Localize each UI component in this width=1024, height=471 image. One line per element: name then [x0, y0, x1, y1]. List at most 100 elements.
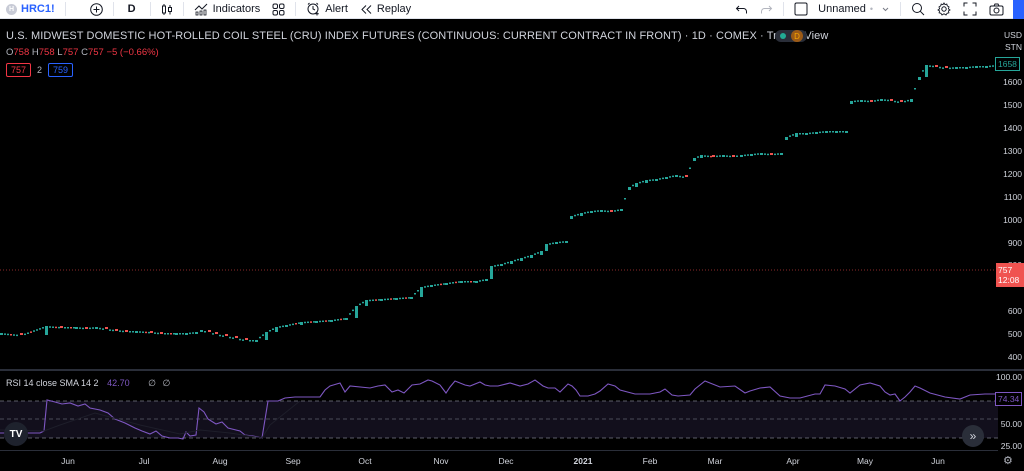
undo-button[interactable]: [729, 0, 754, 19]
alert-icon: [307, 2, 320, 16]
snapshot-button[interactable]: [983, 0, 1010, 19]
rsi-null-value: ∅: [162, 378, 171, 388]
redo-icon: [761, 5, 773, 13]
price-tick-label: 1500: [1003, 100, 1022, 110]
pane-divider[interactable]: [0, 369, 1024, 371]
market-open-dot-icon: [780, 33, 786, 39]
axis-settings-gear-icon[interactable]: ⚙: [1003, 455, 1013, 467]
high-value: 758: [38, 47, 55, 58]
low-label: L: [57, 47, 63, 58]
price-tick-label: 500: [1007, 329, 1022, 339]
templates-icon: [272, 3, 285, 15]
interval-label: D: [127, 3, 136, 15]
price-tick-label: 1100: [1003, 192, 1022, 202]
rsi-last-value-tag: 74.34: [995, 392, 1023, 406]
unit-selector[interactable]: STN: [1005, 42, 1022, 52]
fullscreen-icon: [963, 2, 977, 16]
snapshot-icon: [989, 3, 1004, 15]
close-value: 757: [87, 47, 104, 58]
divider: [182, 2, 184, 16]
price-axis[interactable]: USD STN 1658 1600 1500 1400 1300 1200 1100 100…: [995, 20, 1024, 471]
compare-symbol-button[interactable]: [84, 0, 109, 19]
rsi-tick-label: 100.00: [996, 372, 1022, 382]
divider: [295, 2, 297, 16]
replay-icon: [361, 4, 372, 14]
layout-icon: [794, 2, 808, 16]
candlestick-series: [0, 65, 998, 342]
chart-area[interactable]: U.S. MIDWEST DOMESTIC HOT-ROLLED COIL ST…: [0, 20, 1024, 471]
open-value: 758: [13, 47, 30, 58]
price-tick-label: 1600: [1003, 77, 1022, 87]
unsaved-dot-icon: •: [869, 4, 873, 14]
price-tick-label: 400: [1007, 352, 1022, 362]
time-tick-label: Dec: [498, 456, 514, 466]
last-price-tag: 1658: [995, 57, 1020, 71]
search-icon: [912, 3, 925, 16]
rsi-sma-line: [0, 400, 301, 439]
interval-button[interactable]: D: [118, 0, 146, 19]
time-tick-label: Jun: [931, 456, 945, 466]
layout-name: Unnamed: [818, 3, 866, 15]
symbol-logo-icon: H: [6, 3, 17, 15]
time-tick-label: Feb: [642, 456, 658, 466]
price-tick-label: 1200: [1003, 169, 1022, 179]
low-value: 757: [62, 47, 79, 58]
price-tick-label: 1300: [1003, 146, 1022, 156]
rsi-line: [0, 379, 998, 440]
time-tick-label: Nov: [433, 456, 449, 466]
buy-button[interactable]: 759: [48, 63, 74, 77]
price-chart-canvas[interactable]: [0, 20, 998, 471]
spread-value: 2: [37, 65, 43, 75]
undo-icon: [735, 5, 748, 13]
currency-selector[interactable]: USD: [1004, 30, 1022, 40]
indicators-button[interactable]: Indicators: [188, 0, 267, 19]
rsi-null-value: ∅: [148, 378, 156, 388]
time-tick-label: Mar: [707, 456, 723, 466]
rsi-legend[interactable]: RSI 14 close SMA 14 2 42.70 ∅ ∅: [6, 378, 170, 389]
divider: [783, 2, 785, 16]
divider: [64, 2, 66, 16]
chevron-down-icon: [882, 7, 889, 11]
publish-button-edge[interactable]: [1013, 0, 1024, 19]
time-tick-label: Apr: [786, 456, 800, 466]
trade-buttons: 757 2 759: [6, 63, 74, 77]
replay-button[interactable]: Replay: [354, 0, 417, 19]
time-tick-label: Jun: [61, 456, 75, 466]
time-axis[interactable]: Jun Jul Aug Sep Oct Nov Dec 2021 Feb Mar Apr May Jun: [0, 450, 998, 471]
chart-type-button[interactable]: [155, 0, 179, 19]
ohlc-values: O758 H758 L757 C757 −5 (−0.66%): [6, 47, 159, 58]
sell-button[interactable]: 757: [6, 63, 32, 77]
fullscreen-button[interactable]: [957, 0, 983, 19]
replay-label: Replay: [376, 3, 412, 15]
scroll-to-realtime-button[interactable]: »: [962, 425, 984, 447]
time-tick-label: Aug: [212, 456, 228, 466]
current-price-tag: 757 12:08: [996, 263, 1024, 287]
price-tick-label: 600: [1007, 306, 1022, 316]
divider: [112, 2, 114, 16]
current-price-value: 757: [998, 265, 1013, 275]
rsi-label: RSI 14 close SMA 14 2: [6, 378, 99, 388]
close-label: C: [81, 47, 88, 58]
market-status-badge[interactable]: D: [775, 30, 807, 42]
symbol-search-button[interactable]: H HRC1!: [0, 0, 61, 19]
price-tick-label: 1000: [1003, 215, 1022, 225]
time-tick-label: Oct: [358, 456, 372, 466]
alert-button[interactable]: Alert: [300, 0, 354, 19]
time-tick-label: 2021: [573, 456, 593, 466]
chart-title[interactable]: U.S. MIDWEST DOMESTIC HOT-ROLLED COIL ST…: [6, 30, 829, 42]
time-tick-label: Jul: [138, 456, 150, 466]
rsi-value: 42.70: [107, 378, 130, 388]
candles-icon: [161, 3, 172, 15]
redo-button[interactable]: [754, 0, 779, 19]
search-button[interactable]: [905, 0, 931, 19]
rsi-tick-label: 50.00: [1000, 419, 1022, 429]
layout-button[interactable]: Unnamed •: [788, 0, 896, 19]
settings-button[interactable]: [931, 0, 957, 19]
delayed-data-icon: D: [791, 30, 803, 42]
time-tick-label: Sep: [285, 456, 301, 466]
time-tick-label: May: [856, 456, 874, 466]
open-label: O: [6, 47, 14, 58]
templates-button[interactable]: [266, 0, 291, 19]
tradingview-logo-icon[interactable]: TV: [4, 422, 28, 446]
rsi-tick-label: 25.00: [1000, 441, 1022, 451]
